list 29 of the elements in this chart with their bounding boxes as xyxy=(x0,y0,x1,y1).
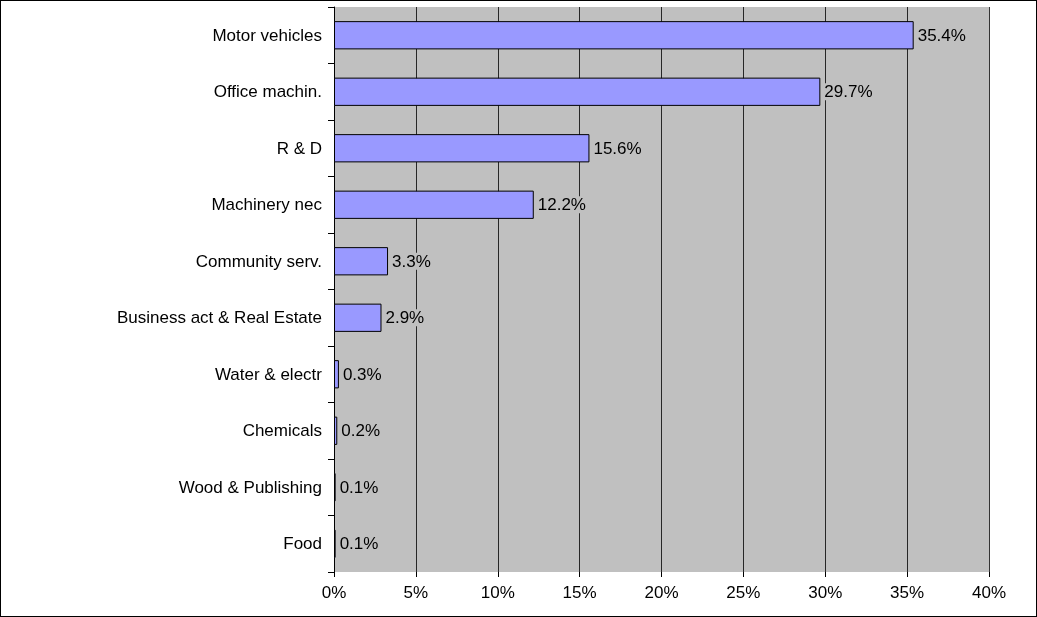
data-label: 2.9% xyxy=(385,308,425,328)
x-tick-label: 0% xyxy=(321,583,347,602)
y-tick-label: Chemicals xyxy=(242,421,322,441)
x-tick-label: 35% xyxy=(890,583,925,602)
data-label: 0.2% xyxy=(341,421,381,441)
x-tick-label: 10% xyxy=(480,583,515,602)
data-label: 15.6% xyxy=(593,138,642,158)
data-label: 29.7% xyxy=(824,82,873,102)
x-tick-label: 5% xyxy=(403,583,429,602)
data-label: 0.1% xyxy=(339,477,379,497)
data-label: 0.3% xyxy=(342,364,382,384)
data-label: 0.1% xyxy=(339,534,379,554)
x-tick-label: 25% xyxy=(726,583,761,602)
y-tick-label: R & D xyxy=(276,138,322,158)
y-tick-label: Water & electr xyxy=(214,364,323,384)
data-label: 12.2% xyxy=(537,195,586,215)
data-label: 35.4% xyxy=(917,25,966,45)
y-tick-label: Machinery nec xyxy=(211,195,323,215)
y-tick-label: Office machin. xyxy=(213,82,322,102)
y-tick-label: Business act & Real Estate xyxy=(116,308,322,328)
y-tick-label: Motor vehicles xyxy=(212,25,322,45)
y-tick-label: Wood & Publishing xyxy=(178,477,322,497)
x-tick-label: 30% xyxy=(808,583,843,602)
x-tick-label: 40% xyxy=(971,583,1007,602)
data-label: 3.3% xyxy=(392,251,431,271)
x-tick-label: 15% xyxy=(562,583,597,602)
y-tick-label: Community serv. xyxy=(195,251,322,271)
x-tick-label: 20% xyxy=(644,583,679,602)
y-tick-label: Food xyxy=(283,534,322,554)
